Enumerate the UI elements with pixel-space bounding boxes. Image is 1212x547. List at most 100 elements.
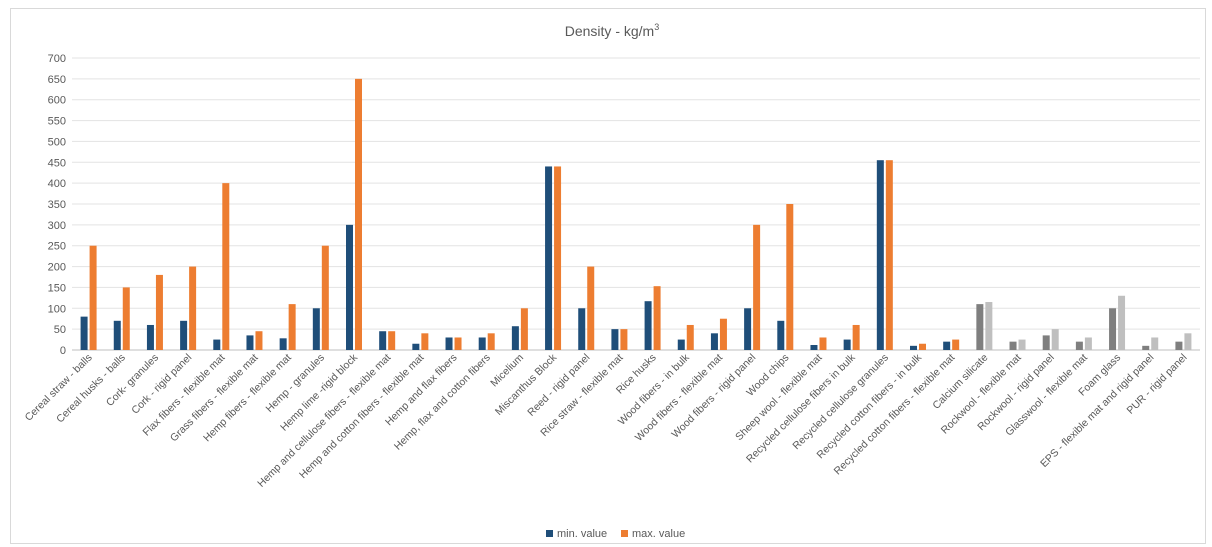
- bar-min: [810, 344, 818, 350]
- bar-min: [644, 301, 652, 350]
- legend: min. value max. value: [546, 528, 685, 540]
- bar-max: [919, 343, 926, 350]
- bar-max: [89, 245, 97, 350]
- y-tick-label: 350: [48, 199, 66, 211]
- y-tick-label: 50: [54, 324, 66, 336]
- bar-max: [421, 333, 429, 350]
- bar-min: [180, 320, 188, 350]
- bar-max: [786, 204, 794, 350]
- x-category-label: Cork - rigid panel: [129, 352, 194, 417]
- bar-min: [545, 166, 553, 350]
- bar-max: [554, 166, 562, 350]
- bar-max: [222, 183, 230, 350]
- bar-min: [910, 345, 917, 350]
- bar-min: [279, 338, 287, 350]
- bar-max: [653, 286, 661, 350]
- bar-max: [288, 304, 296, 350]
- bar-min: [1075, 341, 1083, 350]
- y-tick-label: 200: [48, 262, 66, 274]
- bar-min: [1009, 341, 1017, 350]
- y-axis-ticks: 0 50 100 150 200 250 300 350 400 450 500 550 600 650 7…: [48, 53, 66, 357]
- legend-label-max: max. value: [632, 528, 685, 540]
- y-tick-label: 600: [48, 95, 66, 107]
- bar-min: [976, 304, 984, 350]
- y-tick-label: 0: [60, 345, 66, 357]
- bar-min: [213, 339, 221, 350]
- bar-min: [1142, 345, 1150, 350]
- bar-max: [155, 274, 163, 350]
- bar-min: [677, 339, 685, 350]
- bar-min: [876, 160, 884, 350]
- bar-max: [885, 160, 893, 350]
- x-category-label: PUR - rigid panel: [1125, 352, 1190, 417]
- bar-min: [246, 335, 254, 350]
- bar-min: [1042, 335, 1050, 350]
- legend-swatch-max: [621, 530, 628, 537]
- gridlines: [72, 57, 1200, 351]
- bar-min: [346, 224, 353, 350]
- bar-max: [388, 331, 396, 350]
- bar-min: [412, 343, 420, 350]
- bar-min: [80, 316, 88, 350]
- x-category-label: Hemp - granules: [264, 352, 327, 415]
- x-category-label: Hemp and cotton fibers - flexible mat: [297, 352, 426, 481]
- x-category-label: Recycled cotton fibers - flexible mat: [832, 352, 958, 478]
- bar-min: [611, 329, 619, 350]
- bar-max: [520, 308, 528, 350]
- bar-min: [478, 337, 486, 350]
- bar-max: [1151, 337, 1159, 350]
- bar-max: [1184, 333, 1192, 350]
- y-tick-label: 450: [48, 157, 66, 169]
- bar-max: [819, 337, 827, 350]
- bar-max: [487, 333, 495, 350]
- bar-max: [1084, 337, 1092, 350]
- bar-max: [719, 318, 727, 350]
- chart-title-superscript: 3: [654, 22, 659, 32]
- bar-min: [379, 331, 387, 350]
- bar-min: [1175, 341, 1183, 350]
- bar-max: [753, 224, 761, 350]
- bar-max: [620, 329, 628, 350]
- bar-min: [777, 320, 785, 350]
- bar-max: [985, 302, 993, 350]
- bar-min: [511, 326, 519, 350]
- bar-min: [1109, 308, 1117, 350]
- bar-max: [189, 266, 197, 350]
- bar-max: [587, 266, 595, 350]
- bar-min: [312, 308, 320, 350]
- y-tick-label: 100: [48, 303, 66, 315]
- bar-max: [686, 324, 694, 350]
- bar-min: [943, 341, 951, 350]
- y-tick-label: 250: [48, 241, 66, 253]
- y-tick-label: 550: [48, 116, 66, 128]
- bar-min: [843, 339, 851, 350]
- y-tick-label: 300: [48, 220, 66, 232]
- bar-max: [255, 331, 263, 350]
- bar-min: [578, 308, 586, 350]
- bar-max: [321, 245, 329, 350]
- y-tick-label: 500: [48, 136, 66, 148]
- chart-title: Density - kg/m3: [565, 22, 659, 39]
- bar-max: [1051, 329, 1059, 350]
- bar-max: [122, 287, 130, 350]
- bar-max: [852, 324, 860, 350]
- bar-min: [113, 320, 121, 350]
- bar-max: [952, 339, 960, 350]
- chart-title-text: Density - kg/m: [565, 23, 654, 39]
- y-tick-label: 650: [48, 74, 66, 86]
- chart-frame: [10, 8, 1206, 544]
- bar-min: [445, 337, 453, 350]
- bar-min: [710, 333, 718, 350]
- bar-max: [1018, 339, 1026, 350]
- bar-max: [454, 337, 462, 350]
- legend-label-min: min. value: [557, 528, 607, 540]
- bar-max: [1118, 295, 1126, 350]
- bar-min: [146, 324, 154, 350]
- bar-min: [744, 308, 752, 350]
- bars: [80, 78, 1192, 350]
- y-tick-label: 150: [48, 282, 66, 294]
- legend-swatch-min: [546, 530, 553, 537]
- bar-max: [355, 78, 362, 350]
